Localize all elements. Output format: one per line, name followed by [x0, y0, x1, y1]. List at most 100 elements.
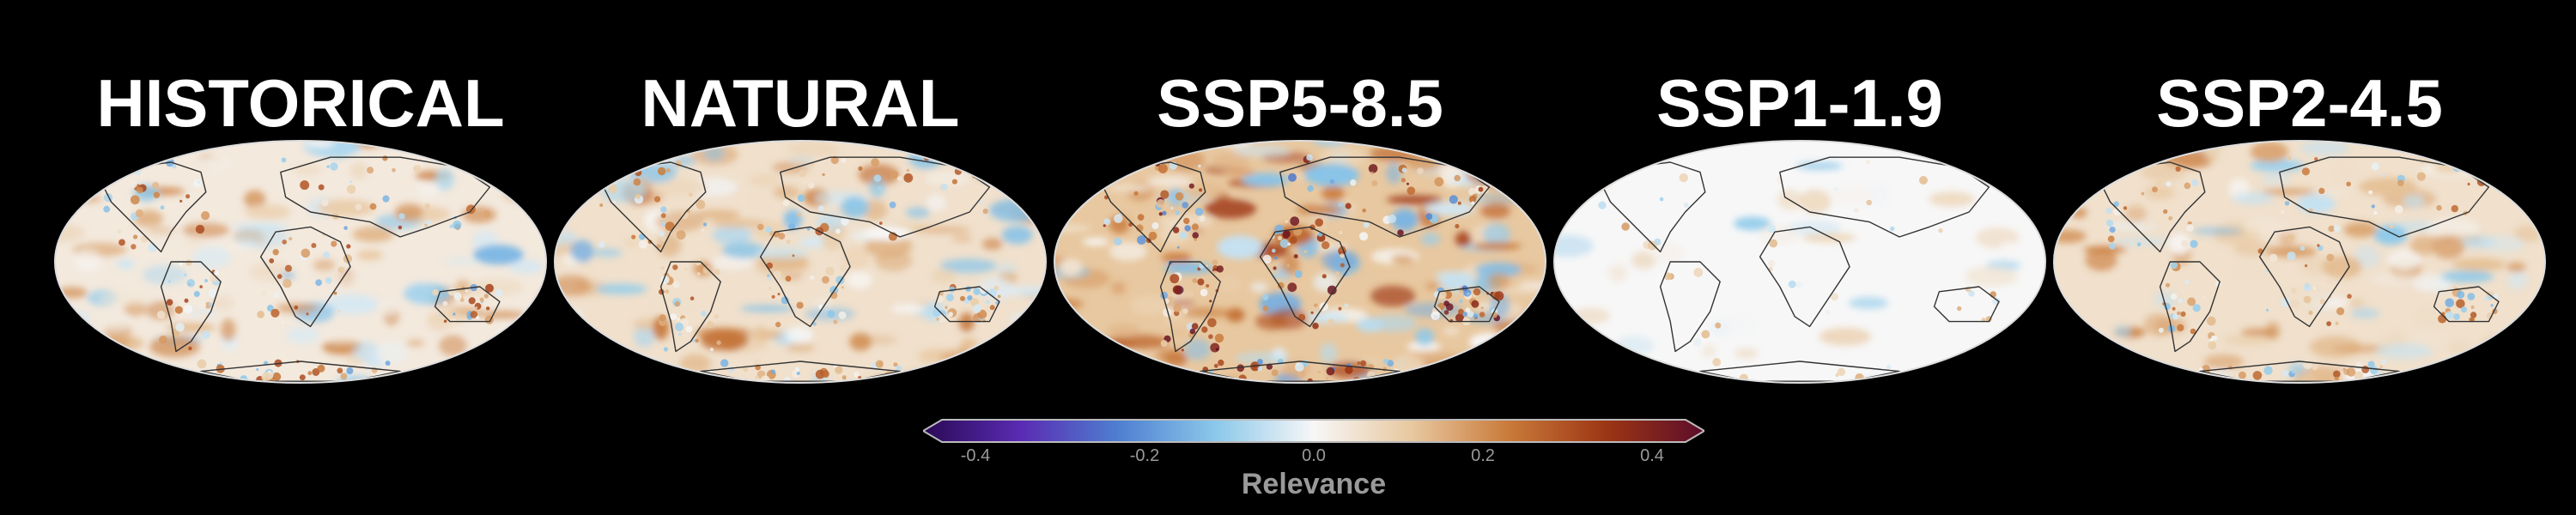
relevance-blob — [721, 242, 766, 259]
relevance-blob — [1487, 272, 1510, 291]
relevance-hotspot — [2123, 206, 2128, 210]
relevance-blob — [143, 264, 187, 285]
relevance-blob — [190, 308, 218, 318]
relevance-hotspot — [160, 205, 165, 210]
relevance-hotspot — [2312, 287, 2317, 290]
relevance-blob — [366, 141, 396, 146]
relevance-blob — [1108, 324, 1140, 337]
map-historical — [54, 140, 547, 384]
relevance-hotspot — [1272, 248, 1276, 253]
relevance-hotspot — [1326, 367, 1335, 376]
relevance-hotspot — [1968, 290, 1975, 297]
relevance-blob — [1060, 258, 1083, 276]
map-outline — [2053, 140, 2546, 384]
relevance-hotspot — [716, 340, 721, 345]
relevance-blob — [924, 171, 970, 187]
relevance-hotspot — [1335, 271, 1340, 276]
relevance-hotspot — [184, 298, 189, 303]
relevance-hotspot — [2178, 298, 2184, 304]
relevance-hotspot — [1271, 369, 1279, 377]
relevance-blob — [981, 238, 1003, 251]
relevance-hotspot — [2326, 277, 2334, 285]
relevance-blob — [313, 258, 336, 271]
relevance-blob — [96, 148, 119, 165]
relevance-hotspot — [2416, 172, 2426, 181]
relevance-hotspot — [355, 203, 362, 211]
relevance-blob — [1109, 241, 1147, 261]
relevance-blob — [439, 335, 467, 356]
relevance-hotspot — [1176, 245, 1180, 249]
relevance-blob — [1802, 233, 1856, 243]
relevance-hotspot — [2368, 190, 2373, 195]
relevance-hotspot — [903, 173, 914, 183]
relevance-hotspot — [1795, 281, 1803, 288]
coastline — [1159, 261, 1221, 353]
relevance-hotspot — [1277, 282, 1285, 289]
relevance-blob — [1161, 252, 1192, 263]
relevance-hotspot — [2328, 225, 2335, 233]
relevance-hotspot — [1383, 358, 1389, 365]
relevance-hotspot — [1293, 254, 1298, 259]
relevance-hotspot — [665, 168, 671, 173]
relevance-hotspot — [475, 306, 478, 309]
relevance-hotspot — [453, 292, 463, 300]
relevance-hotspot — [2333, 225, 2341, 232]
relevance-hotspot — [1362, 209, 1366, 213]
relevance-hotspot — [1659, 197, 1664, 202]
relevance-hotspot — [1103, 218, 1111, 226]
relevance-hotspot — [1329, 179, 1334, 184]
relevance-blob — [2203, 354, 2245, 370]
relevance-hotspot — [660, 235, 667, 242]
relevance-blob — [1390, 254, 1415, 265]
relevance-hotspot — [796, 301, 804, 309]
relevance-blob — [951, 234, 973, 243]
relevance-hotspot — [1210, 342, 1220, 353]
relevance-hotspot — [1279, 239, 1289, 248]
relevance-hotspot — [1207, 318, 1217, 328]
relevance-hotspot — [1277, 235, 1283, 240]
relevance-blob — [1391, 209, 1419, 231]
relevance-blob — [1110, 282, 1127, 295]
relevance-blob — [974, 170, 1030, 180]
relevance-blob — [303, 141, 362, 158]
relevance-hotspot — [2481, 166, 2486, 172]
relevance-blob — [55, 152, 100, 173]
relevance-blob — [2168, 233, 2190, 255]
relevance-hotspot — [179, 199, 183, 203]
relevance-hotspot — [1890, 226, 1895, 232]
relevance-hotspot — [945, 306, 948, 309]
relevance-hotspot — [778, 232, 786, 240]
relevance-hotspot — [382, 195, 390, 203]
relevance-blob — [55, 148, 82, 172]
relevance-hotspot — [1218, 359, 1224, 367]
relevance-hotspot — [1647, 240, 1657, 251]
relevance-blob — [210, 294, 234, 312]
relevance-hotspot — [1175, 209, 1181, 215]
relevance-blob — [593, 351, 609, 360]
relevance-blob — [1060, 166, 1117, 185]
relevance-hotspot — [871, 158, 879, 167]
relevance-hotspot — [896, 176, 902, 182]
relevance-hotspot — [2187, 297, 2196, 306]
relevance-hotspot — [1211, 270, 1220, 280]
relevance-hotspot — [617, 166, 626, 175]
relevance-hotspot — [281, 320, 285, 324]
relevance-blob — [2375, 342, 2433, 360]
relevance-hotspot — [274, 292, 280, 298]
relevance-hotspot — [945, 294, 954, 302]
relevance-hotspot — [906, 168, 909, 173]
relevance-hotspot — [660, 213, 666, 219]
relevance-blob — [1004, 342, 1044, 358]
relevance-hotspot — [2457, 290, 2465, 299]
relevance-hotspot — [473, 156, 480, 163]
relevance-hotspot — [1370, 171, 1374, 175]
relevance-hotspot — [690, 296, 695, 300]
relevance-blob — [611, 354, 665, 373]
relevance-blob — [2410, 236, 2437, 256]
relevance-blob — [1965, 265, 2019, 287]
relevance-blob — [500, 179, 516, 191]
coastline — [780, 156, 991, 238]
relevance-hotspot — [1712, 358, 1722, 367]
panel-title: HISTORICAL — [96, 65, 505, 141]
relevance-blob — [434, 168, 454, 191]
